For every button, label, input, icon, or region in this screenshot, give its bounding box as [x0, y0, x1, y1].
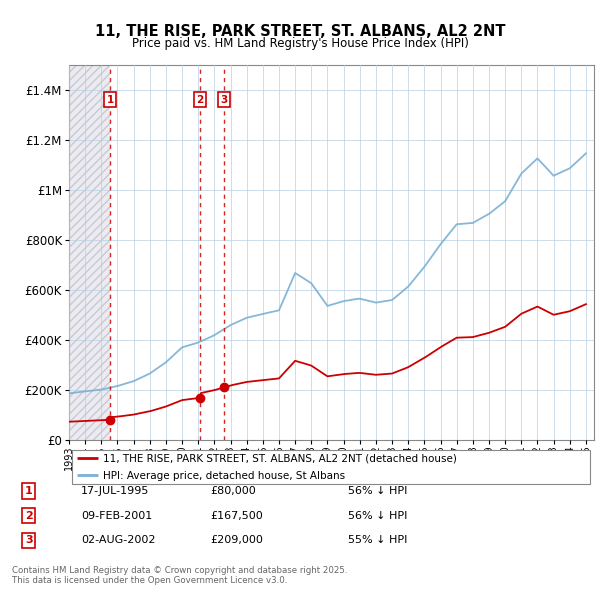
- Text: Contains HM Land Registry data © Crown copyright and database right 2025.
This d: Contains HM Land Registry data © Crown c…: [12, 566, 347, 585]
- Text: Price paid vs. HM Land Registry's House Price Index (HPI): Price paid vs. HM Land Registry's House …: [131, 37, 469, 50]
- Text: £209,000: £209,000: [210, 536, 263, 545]
- Text: 56% ↓ HPI: 56% ↓ HPI: [348, 511, 407, 520]
- Text: 1: 1: [25, 486, 32, 496]
- Text: 17-JUL-1995: 17-JUL-1995: [81, 486, 149, 496]
- Text: £80,000: £80,000: [210, 486, 256, 496]
- Text: 56% ↓ HPI: 56% ↓ HPI: [348, 486, 407, 496]
- Text: 02-AUG-2002: 02-AUG-2002: [81, 536, 155, 545]
- Text: 2: 2: [196, 95, 203, 105]
- Text: £167,500: £167,500: [210, 511, 263, 520]
- Text: 09-FEB-2001: 09-FEB-2001: [81, 511, 152, 520]
- Text: 3: 3: [25, 536, 32, 545]
- FancyBboxPatch shape: [71, 450, 590, 484]
- Text: 11, THE RISE, PARK STREET, ST. ALBANS, AL2 2NT: 11, THE RISE, PARK STREET, ST. ALBANS, A…: [95, 24, 505, 38]
- Text: 11, THE RISE, PARK STREET, ST. ALBANS, AL2 2NT (detached house): 11, THE RISE, PARK STREET, ST. ALBANS, A…: [103, 454, 457, 464]
- Text: 55% ↓ HPI: 55% ↓ HPI: [348, 536, 407, 545]
- Text: 3: 3: [220, 95, 227, 105]
- Text: 1: 1: [106, 95, 113, 105]
- Text: 2: 2: [25, 511, 32, 520]
- Text: HPI: Average price, detached house, St Albans: HPI: Average price, detached house, St A…: [103, 471, 345, 481]
